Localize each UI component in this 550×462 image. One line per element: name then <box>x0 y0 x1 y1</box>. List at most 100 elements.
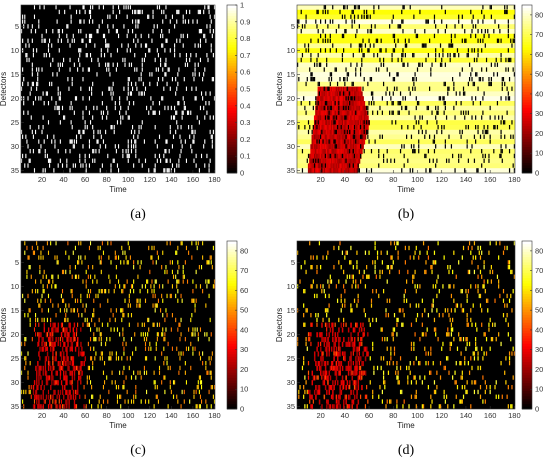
colorbar-segment <box>522 26 532 30</box>
x-tick-label: 80 <box>103 175 111 184</box>
data-cell <box>460 303 462 308</box>
data-cell <box>120 120 122 125</box>
data-cell <box>78 375 80 380</box>
data-cell <box>210 404 212 409</box>
data-cell <box>403 153 405 159</box>
data-cell <box>307 48 310 53</box>
congestion-cell <box>318 144 321 150</box>
data-cell <box>494 19 496 24</box>
data-cell <box>31 245 33 251</box>
data-cell <box>368 120 370 125</box>
data-cell <box>304 404 306 409</box>
data-cell <box>481 308 483 313</box>
congestion-cell <box>55 356 57 362</box>
congestion-cell <box>359 115 362 121</box>
congestion-cell <box>320 115 322 121</box>
data-cell <box>29 149 31 154</box>
colorbar-segment <box>522 364 532 368</box>
data-cell <box>178 9 180 15</box>
congestion-cell <box>326 375 328 381</box>
congestion-cell <box>40 385 42 391</box>
data-cell <box>87 274 89 279</box>
colorbar-segment <box>227 131 237 135</box>
data-cell <box>344 5 346 10</box>
data-cell <box>53 365 55 371</box>
data-cell <box>341 57 344 63</box>
data-cell <box>89 241 92 246</box>
congestion-cell <box>359 370 362 376</box>
data-cell <box>143 139 145 144</box>
data-cell <box>110 91 112 96</box>
data-cell <box>362 274 364 279</box>
data-cell <box>364 284 367 289</box>
data-cell <box>97 129 99 135</box>
congestion-cell <box>53 380 55 386</box>
data-cell <box>178 67 180 72</box>
data-cell <box>306 346 308 351</box>
data-cell <box>209 129 211 135</box>
congestion-cell <box>332 91 334 97</box>
data-cell <box>22 14 24 19</box>
data-cell <box>442 48 444 53</box>
data-cell <box>490 14 492 19</box>
data-cell <box>135 375 137 380</box>
data-cell <box>148 33 150 39</box>
data-cell <box>431 269 433 275</box>
data-cell <box>88 19 90 24</box>
data-cell <box>317 158 319 163</box>
data-cell <box>363 77 365 82</box>
data-cell <box>61 105 64 111</box>
data-cell <box>363 332 365 337</box>
data-cell <box>327 361 329 366</box>
data-cell <box>433 327 436 332</box>
congestion-cell <box>67 356 69 362</box>
data-cell <box>122 289 124 294</box>
congestion-cell <box>362 101 364 107</box>
data-cell <box>185 158 187 163</box>
data-cell <box>386 86 388 91</box>
data-cell <box>429 86 431 91</box>
data-cell <box>425 269 427 275</box>
data-cell <box>500 120 502 125</box>
data-cell <box>54 144 56 149</box>
data-cell <box>494 322 496 327</box>
data-cell <box>164 317 166 323</box>
data-cell <box>510 293 512 299</box>
congestion-cell <box>311 153 314 159</box>
data-cell <box>323 67 325 72</box>
colorbar-segment <box>522 96 532 100</box>
congestion-cell <box>326 158 328 164</box>
colorbar-tick-label: 20 <box>240 365 248 374</box>
data-cell <box>483 134 485 139</box>
data-cell <box>199 43 202 48</box>
congestion-cell <box>358 327 361 333</box>
congestion-cell <box>347 163 350 169</box>
data-cell <box>154 110 156 115</box>
congestion-cell <box>60 322 63 328</box>
data-cell <box>402 19 404 24</box>
data-cell <box>483 265 485 270</box>
colorbar-segment <box>522 319 532 323</box>
congestion-cell <box>345 399 347 405</box>
data-cell <box>133 279 135 284</box>
data-cell <box>373 365 375 371</box>
congestion-cell <box>341 110 344 116</box>
congestion-cell <box>326 389 328 395</box>
data-cell <box>85 53 87 58</box>
congestion-cell <box>330 129 333 135</box>
data-cell <box>415 289 417 294</box>
data-cell <box>193 389 195 395</box>
data-cell <box>389 110 391 115</box>
congestion-cell <box>326 115 328 121</box>
colorbar-segment <box>227 322 237 326</box>
data-cell <box>508 77 511 82</box>
colorbar-segment <box>227 298 237 302</box>
data-cell <box>135 144 137 149</box>
data-cell <box>123 346 125 351</box>
data-cell <box>427 385 430 390</box>
data-cell <box>356 394 358 399</box>
data-cell <box>466 139 468 144</box>
congestion-cell <box>316 101 318 107</box>
data-cell <box>45 91 47 96</box>
data-cell <box>447 265 449 270</box>
